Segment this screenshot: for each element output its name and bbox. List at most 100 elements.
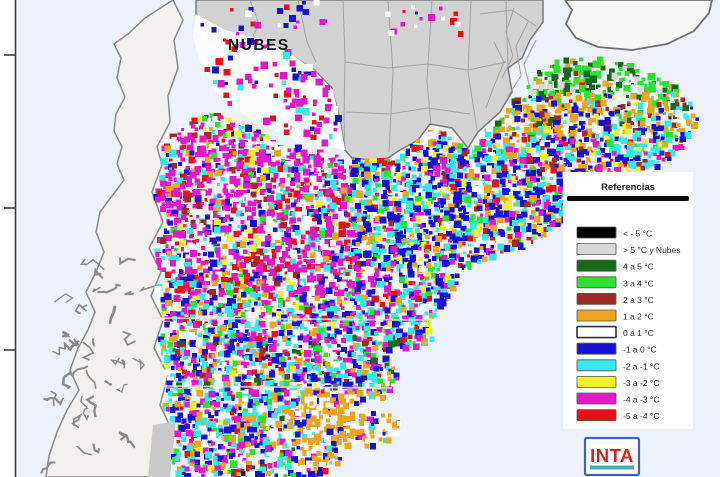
speckle [191, 329, 198, 335]
speckle [176, 439, 181, 444]
speckle [526, 85, 531, 89]
speckle [344, 287, 348, 292]
speckle [301, 398, 308, 405]
speckle [248, 240, 254, 245]
speckle [456, 192, 464, 200]
speckle [315, 224, 321, 230]
speckle [213, 173, 217, 177]
speckle [361, 433, 366, 438]
speckle [250, 21, 256, 27]
speckle [650, 115, 657, 122]
speckle [265, 445, 272, 452]
speckle [440, 288, 447, 295]
speckle [250, 458, 257, 464]
speckle [190, 410, 195, 415]
speckle [276, 460, 283, 467]
speckle [414, 161, 418, 165]
speckle [322, 255, 330, 263]
legend-row: -5 a -4 °C [576, 409, 659, 421]
speckle [386, 239, 390, 243]
fjord-coastline [79, 258, 105, 271]
speckle [224, 385, 231, 392]
speckle [184, 217, 189, 222]
speckle [441, 186, 446, 192]
speckle [596, 129, 601, 135]
speckle [285, 237, 293, 245]
speckle [295, 230, 301, 236]
speckle [611, 72, 619, 80]
speckle [192, 213, 198, 219]
speckle [196, 403, 201, 408]
speckle [157, 300, 163, 305]
speckle [377, 432, 383, 438]
speckle [192, 370, 196, 374]
speckle [214, 247, 221, 254]
speckle [287, 329, 293, 336]
speckle [334, 198, 341, 205]
speckle [535, 146, 542, 153]
speckle [236, 78, 243, 85]
speckle [509, 211, 516, 218]
speckle [336, 272, 340, 276]
speckle [441, 179, 447, 185]
speckle [327, 410, 333, 417]
speckle [553, 134, 560, 141]
speckle [233, 277, 240, 283]
speckle [348, 218, 353, 223]
speckle [396, 421, 402, 426]
speckle [237, 157, 244, 164]
speckle [259, 466, 266, 473]
speckle [247, 167, 256, 176]
speckle [349, 206, 355, 212]
fjord-coastline [76, 445, 93, 456]
speckle [286, 52, 291, 57]
speckle [220, 268, 226, 273]
speckle [274, 327, 281, 334]
speckle [240, 225, 247, 232]
speckle [253, 272, 260, 279]
speckle [514, 115, 521, 123]
speckle [509, 216, 516, 223]
speckle [265, 183, 272, 190]
speckle [267, 180, 274, 186]
speckle [536, 168, 542, 175]
speckle [224, 161, 230, 167]
speckle [519, 156, 527, 165]
speckle [390, 269, 394, 273]
speckle [518, 171, 526, 180]
speckle [385, 329, 393, 336]
speckle [617, 154, 624, 161]
speckle [592, 122, 596, 127]
speckle [290, 297, 298, 304]
speckle [402, 344, 410, 352]
speckle [277, 392, 281, 396]
legend-row: 0 a 1 °C [576, 325, 654, 339]
speckle [626, 82, 631, 87]
speckle [204, 156, 211, 162]
speckle [272, 62, 277, 67]
speckle [359, 200, 363, 204]
speckle [384, 170, 391, 178]
inta-logo: INTA [583, 436, 641, 477]
speckle [220, 397, 224, 401]
speckle [307, 164, 312, 169]
speckle [388, 30, 395, 36]
speckle [231, 298, 237, 304]
speckle [328, 213, 332, 218]
speckle [372, 371, 377, 377]
speckle [322, 91, 329, 97]
speckle [233, 355, 239, 361]
speckle [204, 329, 209, 334]
speckle [208, 126, 213, 131]
speckle [432, 227, 438, 232]
speckle [406, 232, 412, 238]
speckle [375, 234, 382, 242]
speckle [331, 440, 337, 447]
speckle [166, 235, 172, 241]
speckle [655, 121, 661, 127]
speckle [288, 418, 294, 424]
speckle [168, 167, 172, 171]
speckle [254, 22, 261, 29]
speckle [184, 388, 192, 397]
speckle [311, 358, 315, 362]
